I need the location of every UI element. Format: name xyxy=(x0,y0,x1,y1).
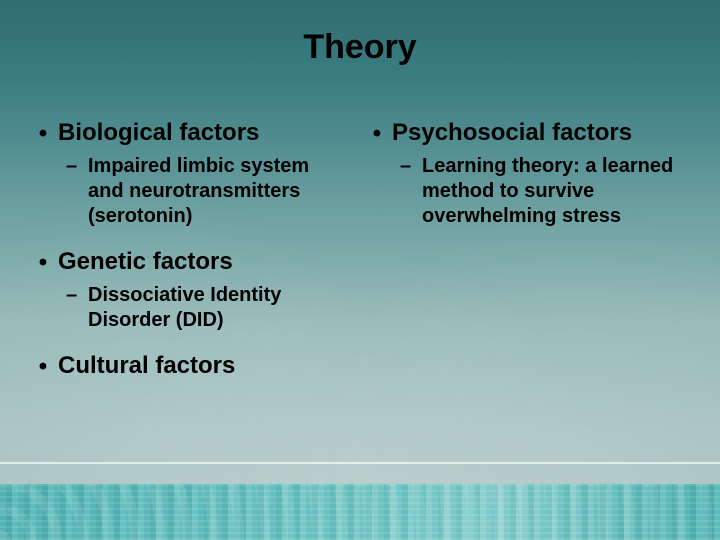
bullet-l1-text: Biological factors xyxy=(58,118,259,148)
bullet-dot-icon: • xyxy=(372,128,382,140)
bullet-group-psychosocial: • Psychosocial factors – Learning theory… xyxy=(372,118,682,229)
bullet-l1-text: Cultural factors xyxy=(58,351,235,381)
bullet-l1: • Biological factors xyxy=(38,118,348,148)
left-column: • Biological factors – Impaired limbic s… xyxy=(38,118,348,381)
bullet-l2-text: Impaired limbic system and neurotransmit… xyxy=(88,154,348,229)
bullet-dot-icon: • xyxy=(38,128,48,140)
slide-content: • Biological factors – Impaired limbic s… xyxy=(38,118,682,381)
bullet-l1: • Cultural factors xyxy=(38,351,348,381)
bullet-l1: • Genetic factors xyxy=(38,247,348,277)
slide: Theory • Biological factors – Impaired l… xyxy=(0,0,720,540)
bullet-dot-icon: • xyxy=(38,361,48,373)
footer-rule xyxy=(0,462,720,464)
footer-band xyxy=(0,484,720,540)
bullet-group-genetic: • Genetic factors – Dissociative Identit… xyxy=(38,247,348,333)
bullet-dot-icon: • xyxy=(38,257,48,269)
bullet-group-biological: • Biological factors – Impaired limbic s… xyxy=(38,118,348,229)
bullet-l1-text: Psychosocial factors xyxy=(392,118,632,148)
bullet-l2-text: Learning theory: a learned method to sur… xyxy=(422,154,682,229)
bullet-l2: – Dissociative Identity Disorder (DID) xyxy=(66,283,348,333)
bullet-l2: – Learning theory: a learned method to s… xyxy=(400,154,682,229)
bullet-dash-icon: – xyxy=(66,154,80,179)
bullet-l1: • Psychosocial factors xyxy=(372,118,682,148)
bullet-l2-text: Dissociative Identity Disorder (DID) xyxy=(88,283,348,333)
bullet-group-cultural: • Cultural factors xyxy=(38,351,348,381)
bullet-dash-icon: – xyxy=(400,154,414,179)
right-column: • Psychosocial factors – Learning theory… xyxy=(372,118,682,381)
bullet-l2: – Impaired limbic system and neurotransm… xyxy=(66,154,348,229)
bullet-l1-text: Genetic factors xyxy=(58,247,233,277)
bullet-dash-icon: – xyxy=(66,283,80,308)
footer-pattern xyxy=(0,484,720,540)
slide-title: Theory xyxy=(0,28,720,67)
